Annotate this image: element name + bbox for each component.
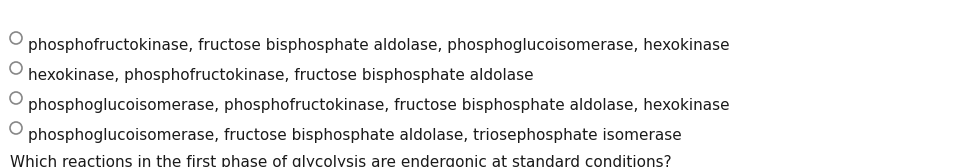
Text: hexokinase, phosphofructokinase, fructose bisphosphate aldolase: hexokinase, phosphofructokinase, fructos… bbox=[28, 68, 534, 83]
Text: phosphofructokinase, fructose bisphosphate aldolase, phosphoglucoisomerase, hexo: phosphofructokinase, fructose bisphospha… bbox=[28, 38, 730, 53]
Text: Which reactions in the first phase of glycolysis are endergonic at standard cond: Which reactions in the first phase of gl… bbox=[10, 155, 672, 167]
Text: phosphoglucoisomerase, fructose bisphosphate aldolase, triosephosphate isomerase: phosphoglucoisomerase, fructose bisphosp… bbox=[28, 128, 682, 143]
Text: phosphoglucoisomerase, phosphofructokinase, fructose bisphosphate aldolase, hexo: phosphoglucoisomerase, phosphofructokina… bbox=[28, 98, 730, 113]
